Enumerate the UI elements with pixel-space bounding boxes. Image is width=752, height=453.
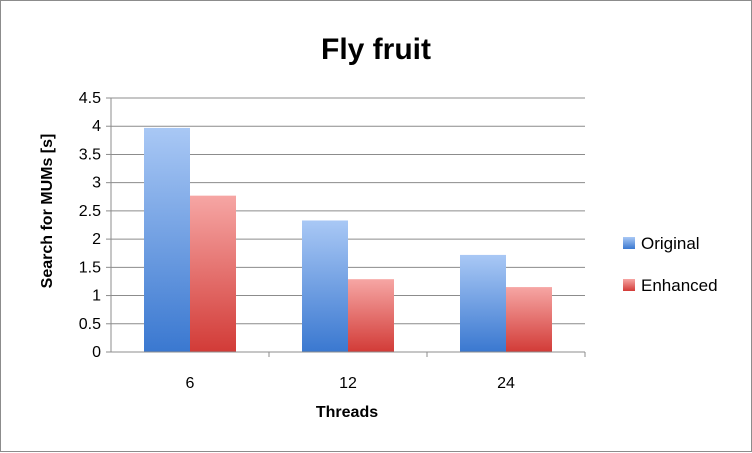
x-axis-label: Threads xyxy=(316,404,378,421)
chart-title: Fly fruit xyxy=(321,33,431,66)
bar-enhanced-12 xyxy=(348,279,394,352)
bar-enhanced-6 xyxy=(190,195,236,352)
legend: Original Enhanced xyxy=(623,234,718,295)
y-tick-label: 3.5 xyxy=(79,146,101,163)
y-tick-label: 0 xyxy=(92,344,101,361)
bars xyxy=(144,127,552,352)
y-axis-label: Search for MUMs [s] xyxy=(39,134,56,289)
y-tick-label: 4.5 xyxy=(79,90,101,107)
axes xyxy=(110,98,586,357)
y-tick-labels: 0 0.5 1 1.5 2 2.5 3 3.5 4 4.5 xyxy=(79,90,101,361)
y-tick-label: 2 xyxy=(92,231,101,248)
y-tick-label: 0.5 xyxy=(79,316,101,333)
legend-label-enhanced: Enhanced xyxy=(641,276,718,295)
y-tick-label: 2.5 xyxy=(79,203,101,220)
y-tick-label: 1 xyxy=(92,288,101,305)
y-tick-label: 4 xyxy=(92,118,101,135)
x-tick-label: 6 xyxy=(186,375,195,392)
bar-original-24 xyxy=(460,254,506,352)
legend-label-original: Original xyxy=(641,234,700,253)
x-tick-label: 24 xyxy=(497,375,515,392)
bar-enhanced-24 xyxy=(506,287,552,352)
bar-original-12 xyxy=(302,220,348,352)
bar-original-6 xyxy=(144,127,190,352)
y-tick-label: 1.5 xyxy=(79,259,101,276)
legend-swatch-original xyxy=(623,237,635,249)
x-tick-labels: 6 12 24 xyxy=(186,375,515,392)
y-tick-label: 3 xyxy=(92,175,101,192)
legend-swatch-enhanced xyxy=(623,279,635,291)
x-tick-label: 12 xyxy=(339,375,357,392)
